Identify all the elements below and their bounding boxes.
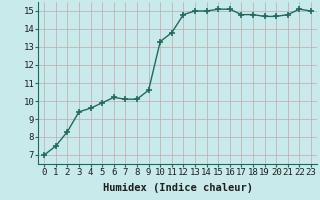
- X-axis label: Humidex (Indice chaleur): Humidex (Indice chaleur): [103, 183, 252, 193]
